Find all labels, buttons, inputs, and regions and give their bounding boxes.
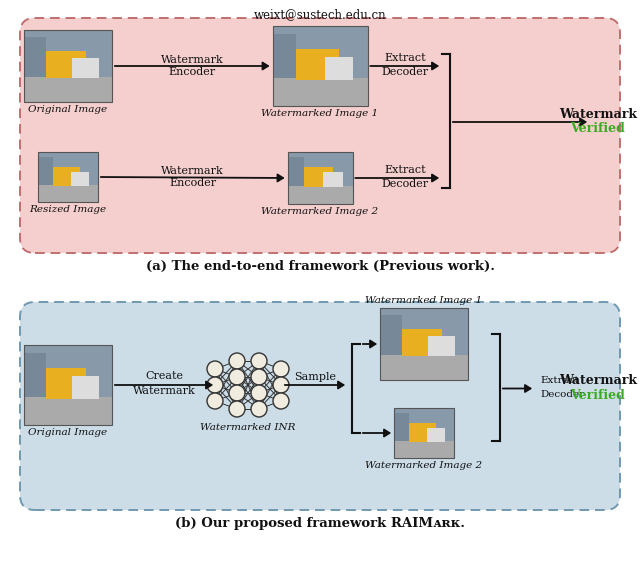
Text: Watermarked Image 1: Watermarked Image 1 bbox=[365, 296, 483, 305]
Bar bbox=[24, 30, 112, 102]
Text: Encoder: Encoder bbox=[169, 178, 216, 188]
Circle shape bbox=[229, 385, 245, 401]
Bar bbox=[324, 57, 353, 80]
Bar bbox=[38, 152, 98, 202]
Bar bbox=[273, 34, 296, 78]
Bar bbox=[304, 167, 333, 187]
Bar bbox=[72, 58, 99, 78]
Bar bbox=[273, 26, 367, 106]
Text: Decoder: Decoder bbox=[381, 179, 428, 189]
Text: Watermarked Image 2: Watermarked Image 2 bbox=[365, 461, 483, 470]
Bar bbox=[24, 345, 112, 425]
Bar bbox=[46, 368, 86, 398]
Circle shape bbox=[251, 369, 267, 385]
Text: Original Image: Original Image bbox=[28, 428, 108, 437]
Circle shape bbox=[207, 393, 223, 409]
Bar bbox=[380, 308, 468, 380]
Bar bbox=[323, 173, 343, 187]
Bar bbox=[38, 157, 53, 184]
Text: weixt@sustech.edu.cn: weixt@sustech.edu.cn bbox=[253, 8, 387, 21]
Bar bbox=[72, 376, 99, 398]
Circle shape bbox=[273, 361, 289, 377]
Text: Sample: Sample bbox=[294, 372, 336, 382]
Bar bbox=[296, 49, 339, 80]
Bar bbox=[24, 345, 112, 425]
Bar bbox=[402, 329, 442, 356]
Bar bbox=[394, 413, 409, 441]
Circle shape bbox=[207, 377, 223, 393]
Text: Decoder: Decoder bbox=[381, 67, 428, 77]
Circle shape bbox=[207, 361, 223, 377]
Bar bbox=[394, 408, 454, 458]
Text: Decoder: Decoder bbox=[540, 390, 584, 399]
Text: Watermarked Image 1: Watermarked Image 1 bbox=[261, 109, 379, 118]
Bar bbox=[273, 78, 367, 106]
Circle shape bbox=[229, 401, 245, 417]
Bar bbox=[38, 184, 98, 202]
Bar bbox=[380, 355, 468, 380]
Bar bbox=[394, 408, 454, 458]
Bar bbox=[46, 51, 86, 78]
Text: Extract: Extract bbox=[384, 165, 426, 175]
Circle shape bbox=[251, 401, 267, 417]
Bar bbox=[287, 152, 353, 204]
Circle shape bbox=[229, 369, 245, 385]
Text: Extract: Extract bbox=[540, 376, 579, 385]
FancyBboxPatch shape bbox=[20, 302, 620, 510]
Text: Encoder: Encoder bbox=[169, 67, 216, 77]
Text: (a) The end-to-end framework (Previous work).: (a) The end-to-end framework (Previous w… bbox=[145, 260, 495, 273]
Text: Watermark: Watermark bbox=[559, 374, 637, 387]
Bar bbox=[24, 397, 112, 425]
Bar bbox=[287, 186, 353, 204]
FancyBboxPatch shape bbox=[20, 18, 620, 253]
Text: (b) Our proposed framework RAIMᴀʀᴋ.: (b) Our proposed framework RAIMᴀʀᴋ. bbox=[175, 518, 465, 531]
Text: Watermark: Watermark bbox=[132, 386, 195, 396]
Text: Watermark: Watermark bbox=[161, 55, 223, 65]
Bar bbox=[53, 166, 80, 185]
Bar bbox=[24, 77, 112, 102]
Text: Resized Image: Resized Image bbox=[29, 205, 107, 214]
Bar bbox=[409, 423, 436, 442]
Bar bbox=[24, 353, 46, 397]
Text: Watermarked Image 2: Watermarked Image 2 bbox=[261, 207, 379, 216]
Text: Verified: Verified bbox=[571, 123, 625, 135]
Bar bbox=[273, 26, 367, 106]
Bar bbox=[427, 428, 445, 442]
Circle shape bbox=[251, 353, 267, 369]
Bar bbox=[287, 157, 304, 186]
Text: Watermark: Watermark bbox=[559, 108, 637, 121]
Text: Watermarked INR: Watermarked INR bbox=[200, 423, 296, 432]
Bar bbox=[287, 152, 353, 204]
Bar bbox=[394, 441, 454, 458]
Bar bbox=[24, 30, 112, 102]
Text: Verified: Verified bbox=[571, 389, 625, 402]
Circle shape bbox=[229, 353, 245, 369]
Bar bbox=[380, 315, 402, 355]
Text: Watermark: Watermark bbox=[161, 166, 224, 176]
Circle shape bbox=[273, 377, 289, 393]
Bar bbox=[380, 308, 468, 380]
Circle shape bbox=[273, 393, 289, 409]
Text: Extract: Extract bbox=[384, 53, 426, 63]
Bar bbox=[71, 171, 89, 185]
Text: Original Image: Original Image bbox=[28, 105, 108, 114]
Circle shape bbox=[251, 385, 267, 401]
Bar bbox=[428, 336, 455, 356]
Bar bbox=[38, 152, 98, 202]
Text: Create: Create bbox=[145, 371, 183, 381]
Bar bbox=[24, 37, 46, 77]
